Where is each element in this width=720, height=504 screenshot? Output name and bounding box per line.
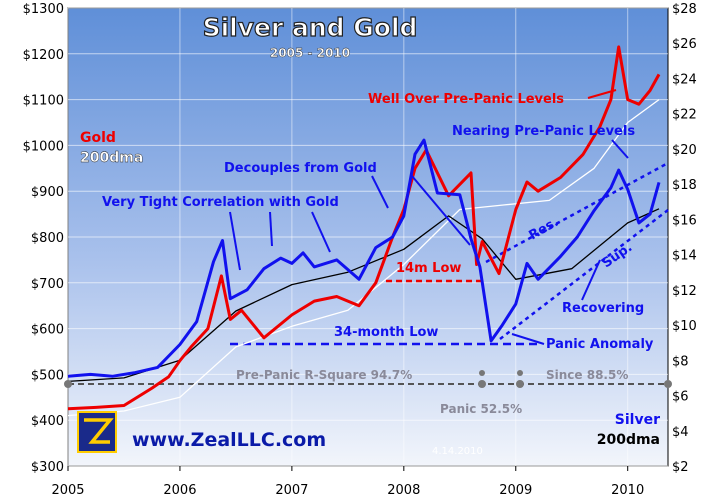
left-tick-label: $900 bbox=[31, 185, 64, 200]
legend-silver-sublabel: 200dma bbox=[597, 432, 660, 448]
left-tick-label: $400 bbox=[31, 414, 64, 429]
left-tick-label: $500 bbox=[31, 368, 64, 383]
right-tick-label: $24 bbox=[672, 72, 697, 87]
right-tick-label: $18 bbox=[672, 178, 697, 193]
right-tick-label: $16 bbox=[672, 213, 697, 228]
x-tick-label: 2010 bbox=[611, 483, 644, 498]
series bbox=[67, 45, 661, 417]
arrow-decouples-1 bbox=[371, 175, 389, 209]
grid bbox=[67, 7, 668, 467]
arrow-tight-3 bbox=[311, 211, 331, 253]
x-tick-label: 2009 bbox=[499, 483, 532, 498]
arrow-nearing bbox=[611, 139, 629, 159]
annotation-arrows bbox=[229, 139, 629, 345]
right-tick-label: $26 bbox=[672, 37, 697, 52]
legend-gold-sublabel: 200dma bbox=[80, 150, 143, 166]
left-tick-label: $1100 bbox=[23, 94, 64, 109]
zeal-logo bbox=[77, 411, 117, 453]
annotation-rsq-panic: Panic 52.5% bbox=[440, 402, 522, 416]
right-tick-label: $28 bbox=[672, 2, 697, 17]
right-axis-ticks: $2 $4 $6 $8 $10 $12 $14 $16 $18 $20 $22 $24 $26 $28 bbox=[672, 2, 697, 475]
chart-subtitle: 2005 - 2010 bbox=[270, 46, 350, 60]
rsq-marker-1 bbox=[478, 380, 486, 388]
left-tick-label: $800 bbox=[31, 231, 64, 246]
support-line bbox=[499, 209, 669, 340]
annotation-rsq-since: Since 88.5% bbox=[546, 368, 628, 382]
left-tick-label: $1300 bbox=[23, 2, 64, 17]
left-axis-ticks: $300 $400 $500 $600 $700 $800 $900 $1000 $1100 $1… bbox=[23, 2, 64, 475]
right-tick-label: $8 bbox=[672, 354, 689, 369]
arrow-recovering bbox=[581, 259, 601, 301]
x-tick-label: 2008 bbox=[387, 483, 420, 498]
annotation-34m-low: 34-month Low bbox=[334, 325, 438, 340]
series-gold-200dma bbox=[67, 99, 660, 417]
x-tick-label: 2007 bbox=[275, 483, 308, 498]
left-tick-label: $300 bbox=[31, 460, 64, 475]
x-axis-ticks: 2005 2006 2007 2008 2009 2010 bbox=[51, 466, 644, 498]
brand-url: www.ZealLLC.com bbox=[132, 429, 326, 451]
resistance-line bbox=[485, 161, 669, 264]
x-tick-label: 2006 bbox=[163, 483, 196, 498]
right-tick-label: $10 bbox=[672, 319, 697, 334]
rsq-marker-2 bbox=[516, 380, 524, 388]
arrow-tight-1 bbox=[229, 211, 241, 271]
x-tick-label: 2005 bbox=[51, 483, 84, 498]
arrow-tight-2 bbox=[269, 211, 273, 247]
annotation-rsq-pre: Pre-Panic R-Square 94.7% bbox=[236, 368, 412, 382]
annotation-decouples: Decouples from Gold bbox=[224, 161, 377, 176]
rsq-marker-3 bbox=[479, 370, 485, 376]
arrow-panic-anomaly bbox=[511, 333, 545, 345]
right-tick-label: $6 bbox=[672, 390, 689, 405]
annotation-recovering: Recovering bbox=[562, 301, 644, 316]
r-square-markers bbox=[64, 370, 672, 388]
annotation-14m-low: 14m Low bbox=[396, 261, 461, 276]
chart-title: Silver and Gold bbox=[203, 13, 418, 42]
right-tick-label: $12 bbox=[672, 284, 697, 299]
left-tick-label: $700 bbox=[31, 277, 64, 292]
right-tick-label: $22 bbox=[672, 108, 697, 123]
legend-gold-label: Gold bbox=[80, 130, 116, 146]
right-tick-label: $14 bbox=[672, 249, 697, 264]
annotation-panic-anomaly: Panic Anomaly bbox=[546, 337, 654, 352]
left-tick-label: $1000 bbox=[23, 139, 64, 154]
rsq-marker-4 bbox=[517, 370, 523, 376]
rsq-marker-end bbox=[664, 380, 672, 388]
arrow-well-over bbox=[587, 89, 617, 99]
rsq-marker-start bbox=[64, 380, 72, 388]
annotation-tight: Very Tight Correlation with Gold bbox=[102, 195, 339, 210]
annotation-nearing: Nearing Pre-Panic Levels bbox=[452, 124, 635, 139]
left-tick-label: $600 bbox=[31, 323, 64, 338]
right-tick-label: $20 bbox=[672, 143, 697, 158]
arrow-decouples-2 bbox=[411, 175, 471, 246]
right-tick-label: $2 bbox=[672, 460, 689, 475]
left-tick-label: $1200 bbox=[23, 48, 64, 63]
legend-silver-label: Silver bbox=[615, 412, 660, 428]
right-tick-label: $4 bbox=[672, 425, 689, 440]
annotation-well-over: Well Over Pre-Panic Levels bbox=[368, 92, 564, 107]
date-stamp: 4.14.2010 bbox=[432, 446, 483, 457]
series-silver bbox=[67, 138, 661, 378]
